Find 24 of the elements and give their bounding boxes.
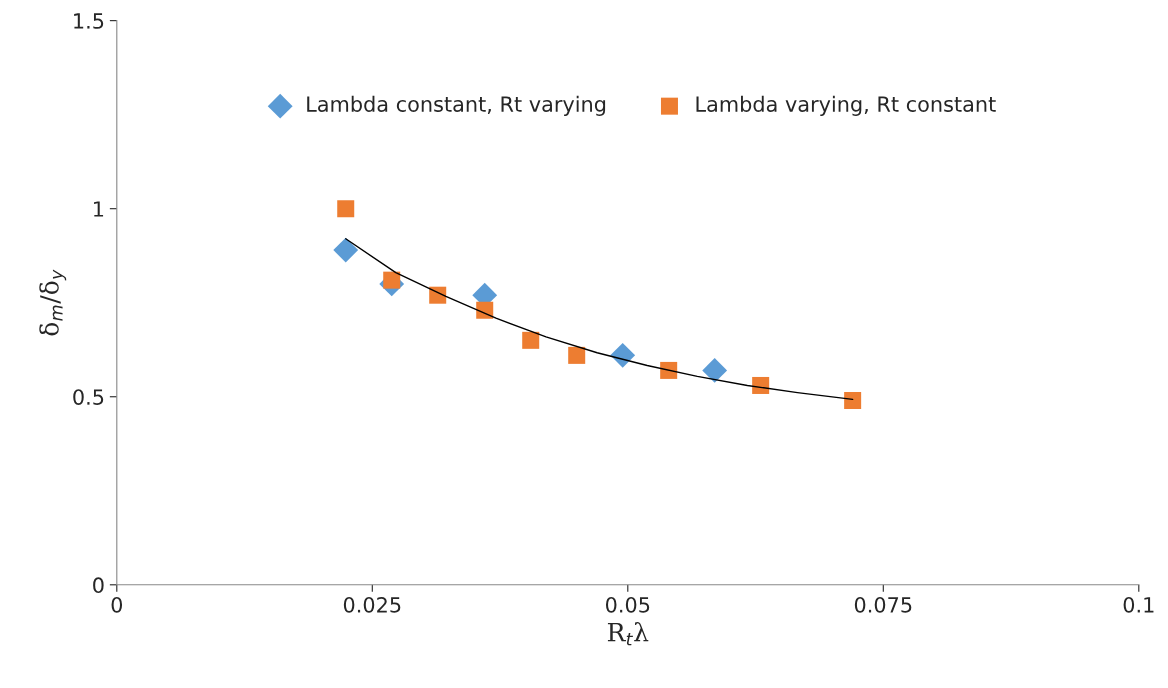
point [333,237,359,263]
point [660,361,678,379]
legend-label: Lambda constant, Rt varying [307,95,606,116]
point [522,331,540,349]
y-tick-label: 0 [93,577,104,594]
point [752,376,770,394]
point [702,358,728,383]
point [429,286,447,304]
y-tick-label: 0.5 [73,389,104,405]
y-axis-title: δ$_{m}$/δ$_{y}$ [39,269,67,336]
x-tick-label: 0.05 [605,596,650,613]
x-tick-label: 0.1 [1123,596,1154,613]
x-tick-label: 0 [111,596,123,613]
x-tick-label: 0.075 [854,596,912,613]
point [844,392,862,410]
x-axis-title: R$_{t}$λ [607,622,649,646]
point [476,301,494,319]
x-tick-label: 0.025 [343,596,401,613]
legend-label: Lambda varying, Rt constant [696,95,996,116]
point [337,200,355,218]
y-tick-label: 1.5 [74,13,104,29]
y-tick-label: 1 [94,201,104,217]
point [568,346,586,364]
point [610,342,636,368]
